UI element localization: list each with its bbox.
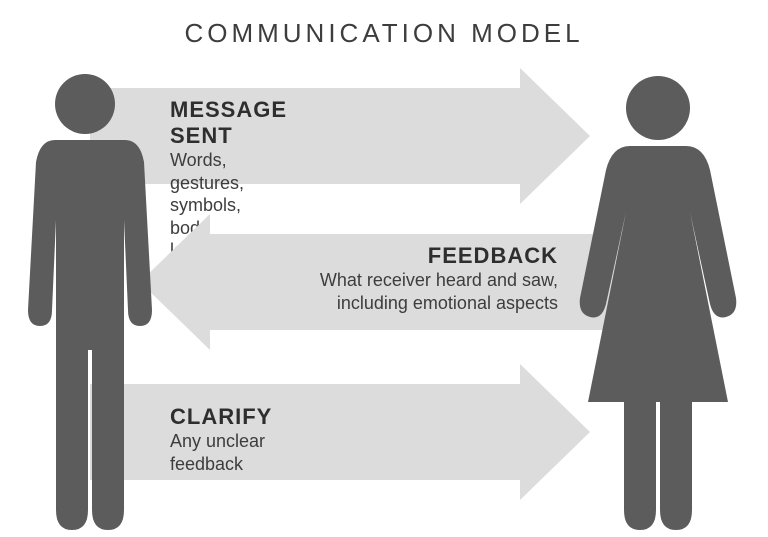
sender-male-icon bbox=[10, 70, 160, 535]
arrow-text: CLARIFY Any unclear feedback bbox=[170, 404, 272, 475]
arrow-subtext: What receiver heard and saw,including em… bbox=[298, 269, 558, 314]
diagram-title: COMMUNICATION MODEL bbox=[0, 18, 768, 49]
arrow-subtext: Any unclear feedback bbox=[170, 430, 272, 475]
receiver-female-icon bbox=[558, 72, 758, 537]
arrow-heading: CLARIFY bbox=[170, 404, 272, 430]
arrow-text: FEEDBACK What receiver heard and saw,inc… bbox=[298, 243, 558, 314]
arrow-heading: FEEDBACK bbox=[298, 243, 558, 269]
arrow-heading: MESSAGE SENT bbox=[170, 97, 287, 149]
